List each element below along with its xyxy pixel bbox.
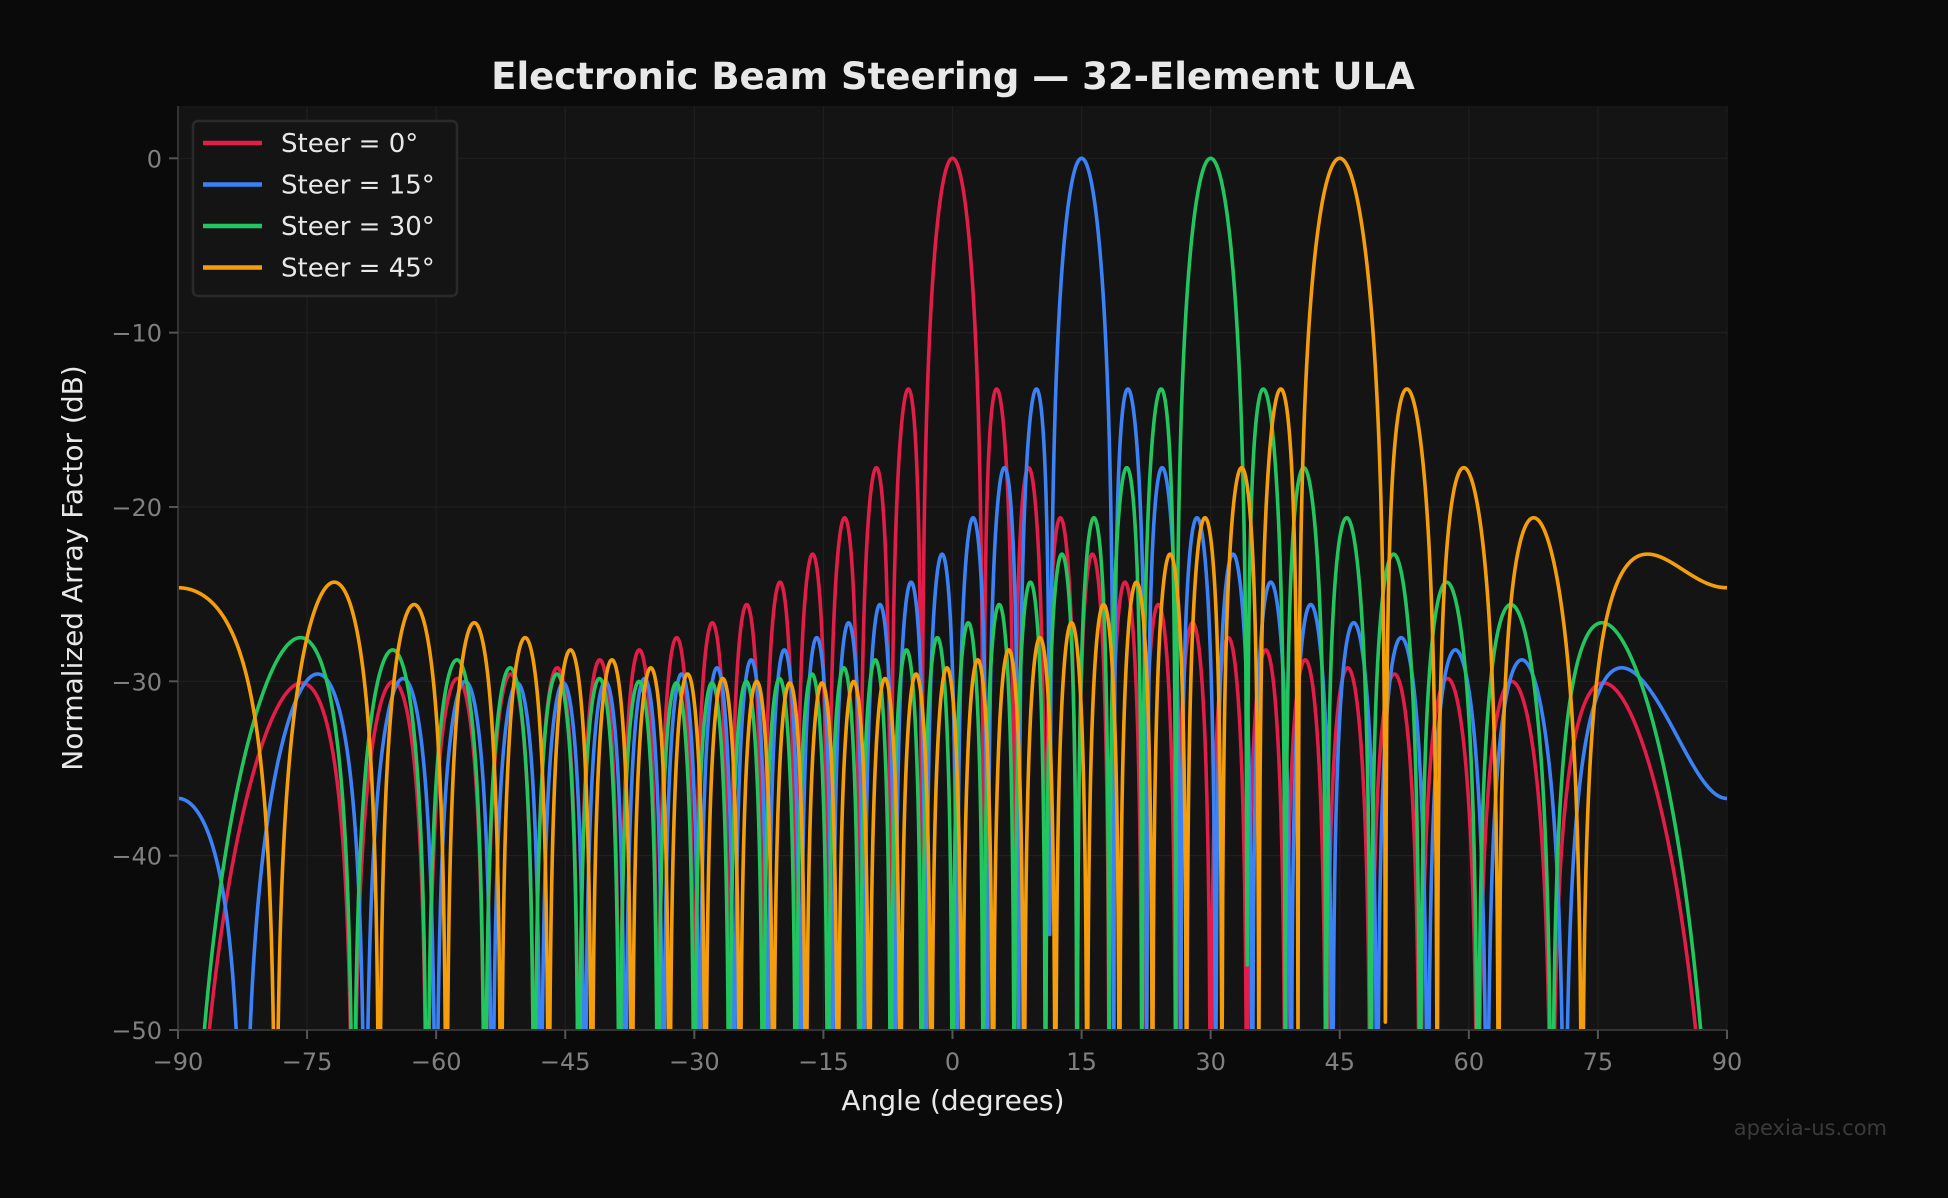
x-tick-label: 15 — [1066, 1048, 1097, 1076]
y-tick-label: −30 — [111, 668, 162, 696]
legend-label: Steer = 30° — [281, 212, 435, 242]
series-line-steer-30 — [202, 156, 1703, 1030]
legend-box — [191, 119, 459, 298]
x-tick-label: 45 — [1324, 1048, 1355, 1076]
x-tick-label: −45 — [540, 1048, 591, 1076]
y-axis-label: Normalized Array Factor (dB) — [56, 365, 89, 770]
x-tick-label: 90 — [1712, 1048, 1743, 1076]
legend-label: Steer = 0° — [281, 129, 418, 159]
y-tick-label: −10 — [111, 320, 162, 348]
y-tick-label: −20 — [111, 494, 162, 522]
x-tick-label: 0 — [945, 1048, 960, 1076]
x-tick-label: −75 — [282, 1048, 333, 1076]
y-tick-label: −40 — [111, 843, 162, 871]
x-tick-label: −90 — [153, 1048, 204, 1076]
legend: Steer = 0° Steer = 15° Steer = 30° Steer = … — [191, 119, 459, 298]
watermark: apexia-us.com — [1734, 1116, 1887, 1140]
x-axis-label: Angle (degrees) — [841, 1084, 1064, 1117]
series-lines — [178, 156, 1727, 1030]
chart-title: Electronic Beam Steering — 32-Element UL… — [491, 55, 1415, 98]
y-tick-label: 0 — [147, 145, 162, 173]
series-line-steer-45 — [178, 156, 1727, 1030]
x-tick-label: −60 — [411, 1048, 462, 1076]
x-tick-label: 75 — [1583, 1048, 1614, 1076]
x-tick-label: 30 — [1195, 1048, 1226, 1076]
x-tick-label: −15 — [798, 1048, 849, 1076]
series-line-steer-15 — [178, 156, 1727, 1030]
y-tick-label: −50 — [111, 1017, 162, 1045]
legend-label: Steer = 15° — [281, 171, 435, 201]
x-tick-label: 60 — [1454, 1048, 1485, 1076]
ticks: −90 −75 −60 −45 −30 −15 0 15 30 45 60 75 90 0 −10 −20 −3… — [111, 145, 1742, 1076]
x-tick-label: −30 — [669, 1048, 720, 1076]
legend-label: Steer = 45° — [281, 254, 435, 284]
